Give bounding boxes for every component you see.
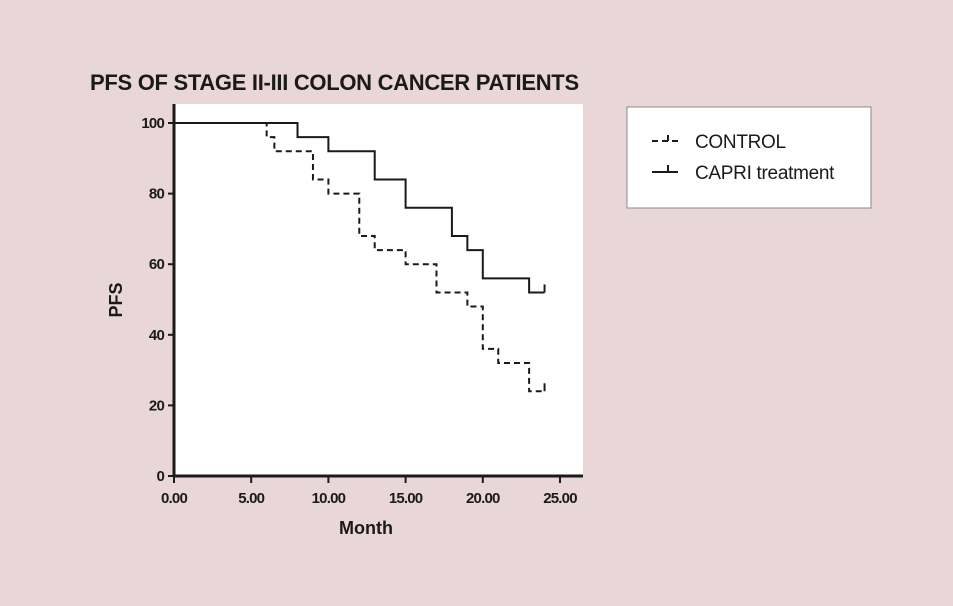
y-axis-ticks: 0 20 40 60 80 100	[141, 115, 174, 485]
x-tick-label: 5.00	[238, 490, 264, 507]
legend: CONTROL CAPRI treatment	[626, 106, 872, 209]
x-axis-ticks: 0.00 5.00 10.00 15.00 20.00 25.00	[161, 476, 578, 507]
y-axis-label: PFS	[106, 282, 126, 317]
legend-label-control: CONTROL	[695, 132, 786, 153]
y-tick-label: 60	[149, 256, 165, 273]
legend-box	[626, 106, 872, 209]
legend-label-capri-treatment: CAPRI treatment	[695, 163, 835, 184]
series-line-control	[174, 122, 545, 393]
legend-swatch-control	[652, 134, 678, 142]
series-layer	[174, 122, 546, 393]
legend-swatch-capri-treatment	[652, 165, 678, 173]
y-tick-label: 0	[156, 468, 164, 485]
x-axis-label: Month	[339, 518, 393, 538]
x-tick-label: 15.00	[389, 490, 423, 507]
series-line-capri-treatment	[174, 122, 545, 294]
plot-area	[175, 104, 583, 476]
y-tick-label: 40	[149, 327, 165, 344]
legend-item-capri: CAPRI treatment	[652, 163, 835, 184]
y-tick-label: 100	[141, 115, 164, 132]
legend-item-control: CONTROL	[652, 132, 786, 153]
x-tick-label: 25.00	[543, 490, 577, 507]
x-tick-label: 0.00	[161, 490, 187, 507]
x-tick-label: 20.00	[466, 490, 500, 507]
chart-title: PFS OF STAGE II-III COLON CANCER PATIENT…	[90, 70, 579, 95]
y-tick-label: 80	[149, 186, 165, 203]
x-tick-label: 10.00	[312, 490, 346, 507]
y-tick-label: 20	[149, 397, 165, 414]
